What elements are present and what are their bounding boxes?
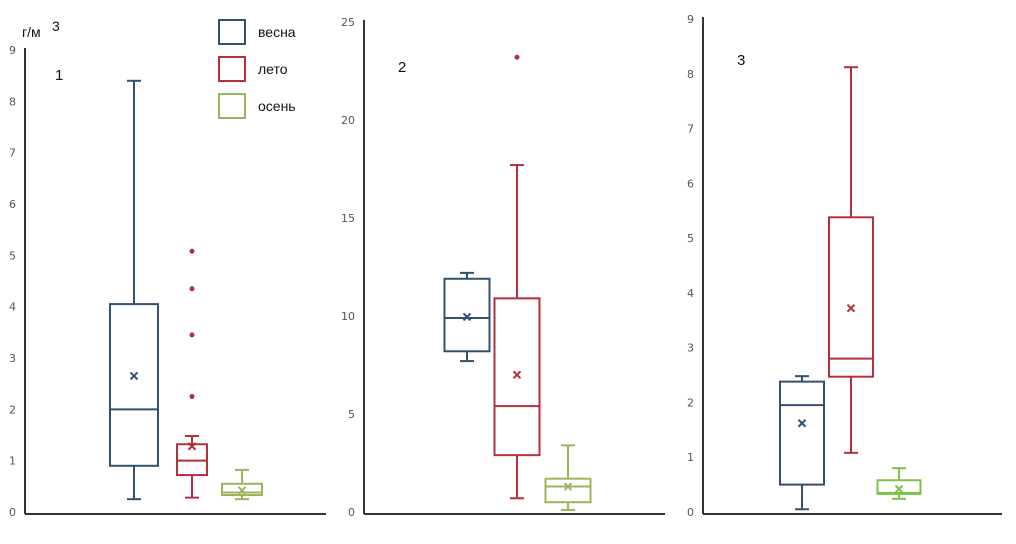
iqr-box xyxy=(876,479,922,495)
y-tick-label: 10 xyxy=(341,310,355,323)
y-tick-label: 2 xyxy=(9,403,16,416)
mean-marker xyxy=(512,370,522,380)
iqr-box xyxy=(779,380,825,486)
iqr-box xyxy=(544,477,592,504)
iqr-box xyxy=(176,443,208,477)
y-tick-label: 0 xyxy=(687,506,694,519)
unit-superscript: 3 xyxy=(52,18,60,34)
mean-marker xyxy=(846,304,856,313)
y-tick-label: 25 xyxy=(341,16,355,29)
box-лето xyxy=(828,66,874,454)
iqr-box xyxy=(109,303,159,467)
iqr-box xyxy=(828,216,874,378)
legend-label-0: весна xyxy=(258,24,296,40)
legend-swatch-2 xyxy=(218,93,246,119)
y-tick-label: 3 xyxy=(9,352,16,365)
y-tick-label: 3 xyxy=(687,342,694,355)
panel-label: 2 xyxy=(398,59,406,76)
legend-label-1: лето xyxy=(258,61,288,77)
mean-marker xyxy=(563,482,573,491)
legend-swatch-0 xyxy=(218,19,246,45)
y-tick-label: 4 xyxy=(687,287,694,300)
outlier-point xyxy=(514,54,520,60)
unit-text: г/м xyxy=(22,24,41,40)
box-осень xyxy=(876,467,922,500)
outlier-point xyxy=(189,248,195,254)
panel-3: 0 1 2 3 4 5 6 7 8 9 3 xyxy=(687,13,1002,519)
y-tick-label: 1 xyxy=(687,451,694,464)
y-tick-label: 7 xyxy=(687,123,694,136)
outlier-point xyxy=(189,394,195,399)
y-tick-label: 8 xyxy=(9,95,16,108)
y-tick-label: 0 xyxy=(348,506,355,519)
y-tick-label: 6 xyxy=(9,198,16,211)
panel-1: 0 1 2 3 4 5 6 7 8 9 1 xyxy=(9,44,326,519)
mean-marker xyxy=(894,484,904,494)
y-tick-label: 2 xyxy=(687,396,694,409)
outlier-point xyxy=(189,286,195,292)
box-осень xyxy=(544,444,592,512)
box-весна xyxy=(443,271,491,363)
iqr-box xyxy=(443,277,491,353)
y-tick-label: 7 xyxy=(9,147,16,160)
y-tick-label: 9 xyxy=(9,44,16,57)
y-tick-label: 15 xyxy=(341,212,355,225)
y-tick-label: 6 xyxy=(687,177,694,190)
y-tick-label: 9 xyxy=(687,13,694,26)
outlier-point xyxy=(189,332,195,338)
unit-label: г/м 3 xyxy=(22,18,60,40)
panel-label: 1 xyxy=(55,67,63,84)
mean-marker xyxy=(797,419,807,428)
legend: весна лето осень xyxy=(218,19,296,119)
panel-label: 3 xyxy=(737,52,745,69)
mean-marker xyxy=(237,486,247,495)
mean-marker xyxy=(462,312,472,322)
y-tick-label: 8 xyxy=(687,68,694,81)
y-tick-label: 5 xyxy=(9,249,16,262)
y-tick-label: 5 xyxy=(687,232,694,245)
y-tick-label: 5 xyxy=(348,408,355,421)
y-tick-label: 0 xyxy=(9,506,16,519)
mean-marker xyxy=(187,442,197,451)
panel-2: 0 5 10 15 20 25 2 xyxy=(341,16,665,519)
mean-marker xyxy=(129,371,139,381)
y-tick-label: 20 xyxy=(341,114,355,127)
legend-label-2: осень xyxy=(258,98,296,114)
box-лето xyxy=(176,248,208,499)
box-осень xyxy=(221,468,263,501)
y-tick-label: 4 xyxy=(9,301,16,314)
y-tick-label: 1 xyxy=(9,455,16,468)
box-весна xyxy=(109,79,159,501)
legend-swatch-1 xyxy=(218,56,246,82)
box-весна xyxy=(779,375,825,511)
box-лето xyxy=(493,54,541,500)
iqr-box xyxy=(493,297,541,457)
